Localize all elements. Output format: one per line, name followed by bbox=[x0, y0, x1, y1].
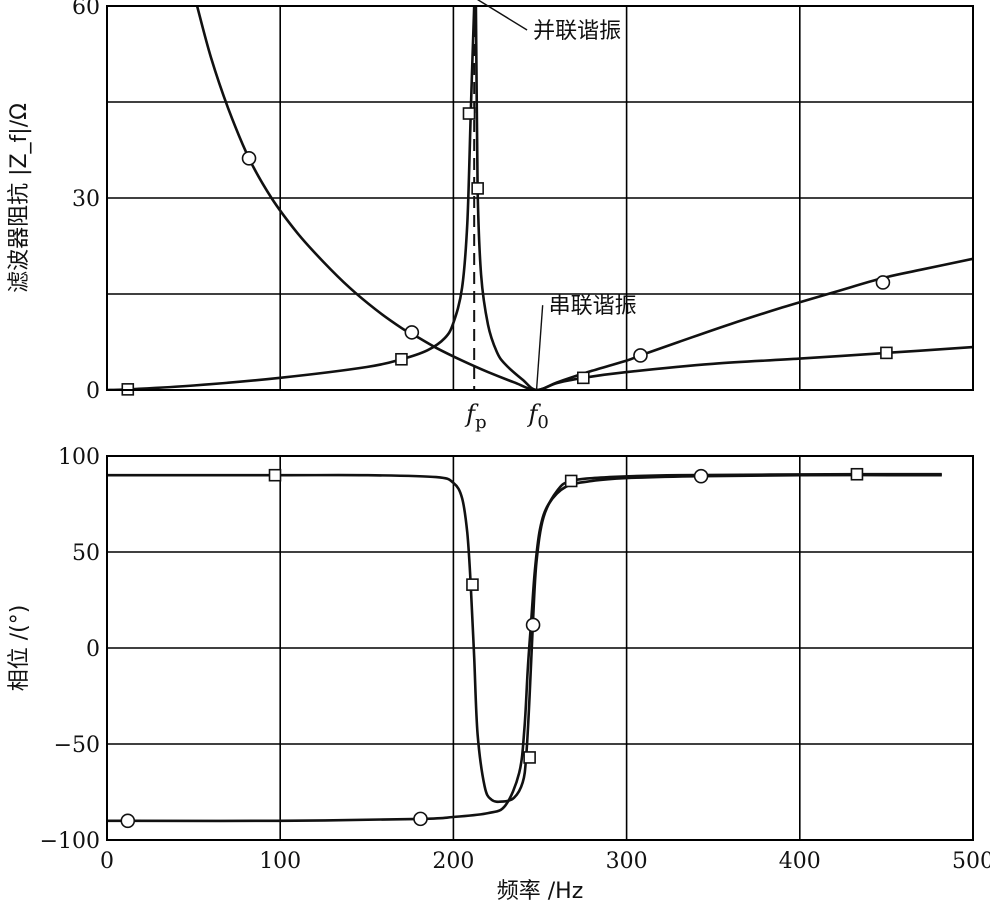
square-marker bbox=[523, 751, 536, 764]
phase-x-ticks: 0 100 200 300 400 500 bbox=[100, 849, 990, 874]
parallel-resonance-label: 并联谐振 bbox=[533, 19, 621, 44]
circle-marker bbox=[693, 468, 709, 484]
x-tick-label: 0 bbox=[100, 849, 114, 874]
y-tick-label: 60 bbox=[72, 0, 100, 20]
annotation-leader bbox=[535, 305, 544, 391]
circle-marker bbox=[241, 151, 257, 166]
square-marker bbox=[576, 371, 590, 385]
impedance-markers bbox=[121, 107, 893, 396]
y-tick-label: 0 bbox=[86, 637, 100, 662]
impedance-y-label: 滤波器阻抗 |Z_f|/Ω bbox=[7, 103, 32, 293]
impedance-gridlines bbox=[107, 6, 973, 390]
circle-marker bbox=[875, 275, 891, 290]
series-line-square bbox=[107, 6, 973, 390]
frequency-x-label: 频率 /Hz bbox=[497, 879, 584, 904]
freq-label: fp bbox=[464, 400, 486, 433]
freq-label: f0 bbox=[527, 400, 549, 433]
x-tick-label: 400 bbox=[779, 849, 821, 874]
y-tick-label: 50 bbox=[72, 541, 100, 566]
impedance-y-ticks: 0 30 60 bbox=[72, 0, 100, 404]
circle-marker bbox=[525, 617, 541, 633]
series-line-circle bbox=[107, 473, 942, 823]
freq-label-sub: 0 bbox=[537, 412, 548, 433]
freq-label-sub: p bbox=[475, 412, 487, 433]
circle-marker bbox=[633, 348, 648, 363]
phase-curves bbox=[107, 472, 942, 823]
phase-markers bbox=[120, 467, 864, 829]
circle-marker bbox=[413, 811, 428, 827]
square-marker bbox=[880, 346, 893, 360]
series-line-square bbox=[107, 472, 942, 804]
y-tick-label: 30 bbox=[72, 187, 100, 212]
phase-gridlines bbox=[107, 456, 973, 840]
y-tick-label: 100 bbox=[58, 445, 100, 470]
series-line-circle bbox=[195, 6, 973, 390]
x-tick-label: 500 bbox=[952, 849, 990, 874]
phase-chart: −100 −50 0 50 100 0 100 200 300 400 500 相位 /(°) 频… bbox=[7, 445, 990, 904]
impedance-curves bbox=[107, 6, 973, 390]
square-marker bbox=[268, 468, 282, 482]
annotation-leader bbox=[477, 0, 528, 31]
frequency-markers: fp f0 bbox=[464, 400, 549, 433]
square-marker bbox=[564, 474, 578, 488]
square-marker bbox=[466, 578, 479, 591]
square-marker bbox=[395, 352, 408, 366]
square-marker bbox=[471, 182, 484, 195]
y-tick-label: −50 bbox=[54, 733, 100, 758]
phase-y-ticks: −100 −50 0 50 100 bbox=[40, 445, 100, 854]
circle-marker bbox=[404, 325, 420, 340]
y-tick-label: 0 bbox=[86, 379, 100, 404]
square-marker bbox=[850, 467, 864, 481]
circle-marker bbox=[120, 813, 136, 829]
series-resonance-label: 串联谐振 bbox=[549, 294, 637, 319]
x-tick-label: 200 bbox=[432, 849, 474, 874]
x-tick-label: 300 bbox=[606, 849, 648, 874]
phase-frame bbox=[106, 455, 974, 841]
square-marker bbox=[462, 107, 476, 120]
impedance-frame bbox=[106, 5, 974, 391]
phase-y-label: 相位 /(°) bbox=[7, 605, 32, 692]
y-tick-label: −100 bbox=[40, 829, 100, 854]
x-tick-label: 100 bbox=[259, 849, 301, 874]
